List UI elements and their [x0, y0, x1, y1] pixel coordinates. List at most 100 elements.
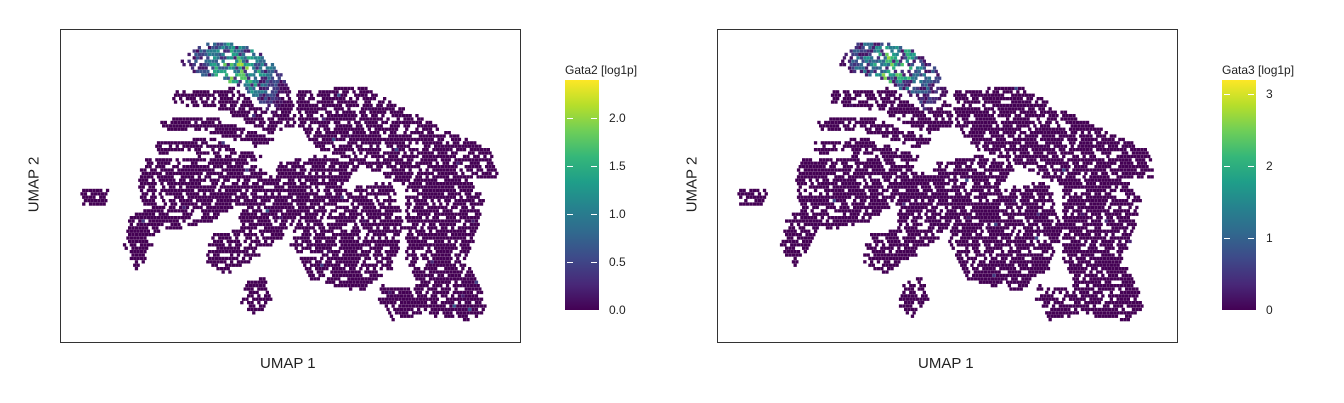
cell-point — [323, 202, 327, 206]
cell-point — [466, 284, 470, 288]
cell-point — [377, 107, 382, 111]
cell-point — [391, 148, 395, 152]
cell-point — [966, 134, 971, 138]
cell-point — [206, 171, 210, 176]
cell-point — [452, 154, 456, 159]
cell-point — [338, 246, 343, 250]
cell-point — [1057, 124, 1061, 128]
cell-point — [932, 114, 937, 118]
cell-point — [318, 226, 322, 230]
cell-point — [917, 137, 921, 142]
cell-point — [488, 165, 492, 169]
cell-point — [185, 212, 190, 216]
cell-point — [213, 63, 217, 67]
cell-point — [323, 175, 327, 179]
cell-point — [95, 202, 99, 206]
cell-point — [481, 199, 485, 203]
cell-point — [264, 110, 268, 114]
cell-point — [864, 73, 869, 77]
cell-point — [427, 280, 431, 284]
cell-point — [437, 171, 441, 176]
cell-point — [250, 49, 254, 53]
cell-point — [1043, 137, 1047, 142]
cell-point — [1050, 110, 1054, 114]
cell-point — [977, 134, 981, 138]
cell-point — [308, 233, 312, 237]
cell-point — [1074, 124, 1078, 128]
cell-point — [136, 263, 140, 267]
cell-point — [129, 256, 133, 261]
cell-point — [921, 97, 925, 101]
cell-point — [347, 284, 351, 288]
cell-point — [213, 124, 217, 128]
cell-point — [907, 110, 911, 114]
cell-point — [921, 137, 925, 142]
cell-point — [449, 188, 453, 193]
cell-point — [282, 222, 286, 227]
cell-point — [367, 120, 371, 125]
cell-point — [413, 226, 417, 230]
cell-point — [199, 185, 203, 189]
cell-point — [245, 80, 249, 84]
cell-point — [148, 233, 152, 237]
cell-point — [320, 134, 324, 138]
cell-point — [355, 233, 360, 237]
cell-point — [315, 239, 319, 244]
cell-point — [987, 114, 991, 118]
cell-point — [350, 114, 354, 118]
cell-point — [405, 134, 409, 138]
colorbar-title: Gata2 [log1p] — [565, 63, 638, 77]
cell-point — [333, 222, 337, 227]
cell-point — [337, 250, 341, 254]
cell-point — [316, 161, 320, 165]
cell-point — [425, 168, 429, 172]
cell-point — [248, 236, 252, 240]
cell-point — [337, 100, 341, 104]
cell-point — [383, 131, 387, 135]
cell-point — [151, 212, 156, 216]
cell-point — [262, 304, 266, 308]
cell-point — [160, 161, 164, 165]
cell-point — [311, 178, 315, 182]
cell-point — [287, 171, 292, 176]
cell-point — [207, 73, 212, 77]
cell-point — [247, 205, 251, 210]
cell-point — [445, 270, 450, 274]
cell-point — [827, 127, 831, 131]
cell-point — [352, 205, 356, 210]
cell-point — [139, 195, 144, 199]
cell-point — [241, 73, 246, 77]
cell-point — [887, 63, 891, 67]
cell-point — [1017, 100, 1022, 104]
cell-point — [473, 277, 477, 281]
cell-point — [907, 103, 911, 108]
cell-point — [841, 59, 845, 63]
cell-point — [250, 219, 254, 223]
cell-point — [941, 124, 945, 128]
cell-point — [258, 100, 263, 104]
cell-point — [394, 311, 399, 315]
cell-point — [330, 216, 334, 220]
cell-point — [394, 250, 399, 254]
cell-point — [1053, 110, 1057, 114]
cell-point — [854, 66, 858, 70]
cell-point — [417, 301, 421, 305]
cell-point — [437, 260, 441, 264]
embedding-gata3 — [737, 42, 1154, 322]
cell-point — [296, 93, 300, 97]
cell-point — [1023, 90, 1027, 94]
cell-point — [340, 93, 344, 97]
cell-point — [405, 154, 409, 159]
cell-point — [252, 52, 256, 57]
cell-point — [155, 205, 159, 210]
cell-point — [977, 93, 981, 97]
cell-point — [900, 110, 904, 114]
cell-point — [452, 182, 456, 186]
cell-point — [863, 49, 867, 53]
cell-point — [330, 141, 334, 145]
cell-point — [306, 229, 310, 233]
cell-point — [423, 267, 428, 271]
cell-point — [219, 267, 224, 271]
cell-point — [304, 219, 309, 223]
cell-point — [226, 239, 230, 244]
